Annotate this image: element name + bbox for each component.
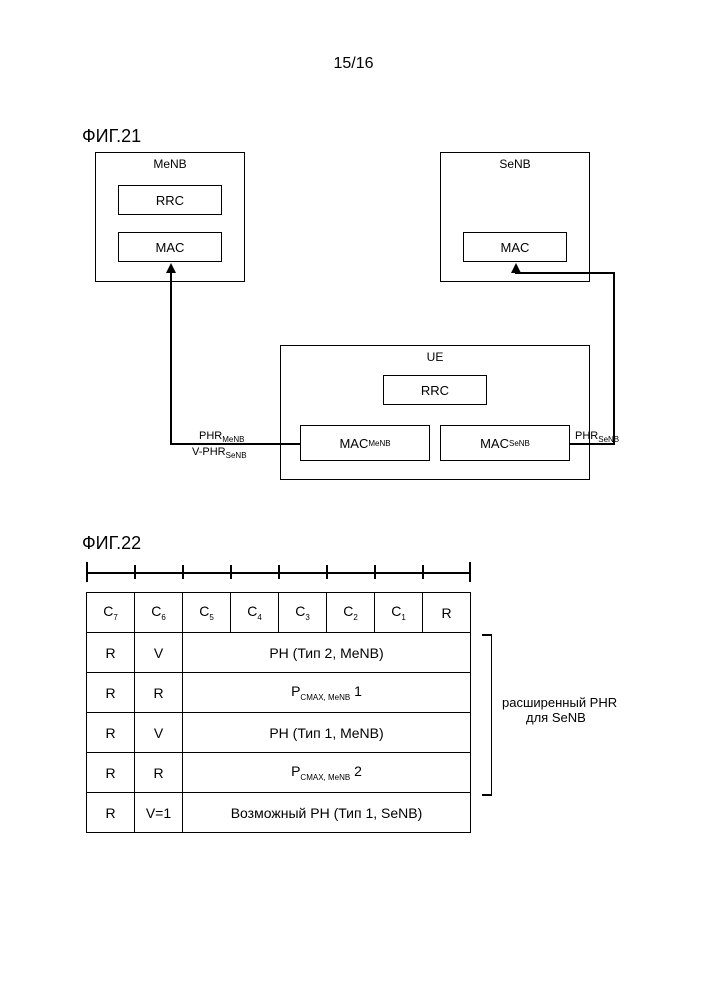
cell: R (87, 753, 135, 793)
cell: V=1 (135, 793, 183, 833)
arrow-right-label-sub: SeNB (598, 435, 619, 444)
tick (469, 562, 471, 582)
menb-mac: MAC (118, 232, 222, 262)
tick (326, 565, 328, 579)
ue-mac-senb-sub: SeNB (509, 439, 530, 448)
arrow-left-label1: PHRMeNB (199, 430, 244, 444)
ue-mac-senb: MACSeNB (440, 425, 570, 461)
table-row: R V PH (Тип 2, MeNB) (87, 633, 471, 673)
table-row: R V PH (Тип 1, MeNB) (87, 713, 471, 753)
menb-title: MeNB (96, 153, 244, 171)
bracket-bottom (482, 794, 492, 796)
cell: V (135, 713, 183, 753)
hdr-r: R (423, 593, 471, 633)
arrow-right-head (511, 263, 521, 273)
fig22-table: C7 C6 C5 C4 C3 C2 C1 R R V PH (Тип 2, Me… (86, 592, 471, 833)
fig21-label: ФИГ.21 (82, 126, 141, 147)
ue-mac-senb-text: MAC (480, 436, 509, 451)
menb-rrc: RRC (118, 185, 222, 215)
cell: R (87, 713, 135, 753)
hdr-c3: C3 (279, 593, 327, 633)
senb-title: SeNB (441, 153, 589, 171)
arrow-right-label: PHRSeNB (575, 430, 619, 444)
cell: PH (Тип 1, MeNB) (183, 713, 471, 753)
arrow-right-v1 (613, 272, 615, 444)
fig22-label: ФИГ.22 (82, 533, 141, 554)
ue-title: UE (281, 346, 589, 364)
ue-rrc: RRC (383, 375, 487, 405)
arrow-left-label2: V-PHRSeNB (192, 446, 247, 460)
cell: Возможный PH (Тип 1, SeNB) (183, 793, 471, 833)
arrow-left-label1-sub: MeNB (222, 435, 244, 444)
ue-mac-menb: MACMeNB (300, 425, 430, 461)
cell: PCMAX, MeNB 1 (183, 673, 471, 713)
table-header-row: C7 C6 C5 C4 C3 C2 C1 R (87, 593, 471, 633)
hdr-c6: C6 (135, 593, 183, 633)
arrow-right-label-text: PHR (575, 430, 598, 442)
tick (86, 562, 88, 582)
table-row: R V=1 Возможный PH (Тип 1, SeNB) (87, 793, 471, 833)
hdr-c4: C4 (231, 593, 279, 633)
senb-mac: MAC (463, 232, 567, 262)
tick (422, 565, 424, 579)
arrow-left-head (166, 263, 176, 273)
table-row: R R PCMAX, MeNB 2 (87, 753, 471, 793)
tick (134, 565, 136, 579)
cell: PCMAX, MeNB 2 (183, 753, 471, 793)
hdr-c5: C5 (183, 593, 231, 633)
tick (182, 565, 184, 579)
tick (278, 565, 280, 579)
cell: R (135, 753, 183, 793)
cell: R (87, 673, 135, 713)
hdr-c7: C7 (87, 593, 135, 633)
cell: R (135, 673, 183, 713)
cell: R (87, 793, 135, 833)
ue-mac-menb-text: MAC (339, 436, 368, 451)
hdr-c2: C2 (327, 593, 375, 633)
arrow-right-h2 (515, 272, 614, 274)
page-number: 15/16 (0, 55, 707, 73)
arrow-left-label2-sub: SeNB (226, 451, 247, 460)
cell: V (135, 633, 183, 673)
bracket-line (480, 634, 492, 794)
ue-mac-menb-sub: MeNB (368, 439, 390, 448)
arrow-left-v (170, 272, 172, 444)
hdr-c1: C1 (375, 593, 423, 633)
tick (230, 565, 232, 579)
arrow-left-label1-text: PHR (199, 430, 222, 442)
arrow-left-label2-text: V-PHR (192, 446, 226, 458)
bracket-label: расширенный PHR для SeNB (502, 695, 617, 725)
table-row: R R PCMAX, MeNB 1 (87, 673, 471, 713)
cell: R (87, 633, 135, 673)
cell: PH (Тип 2, MeNB) (183, 633, 471, 673)
tick (374, 565, 376, 579)
